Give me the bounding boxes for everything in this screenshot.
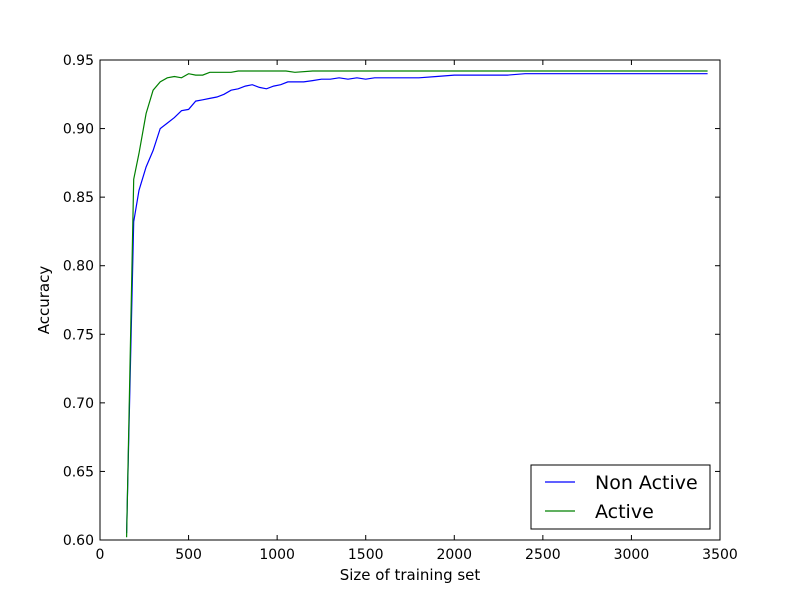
y-tick-label: 0.90 — [63, 122, 94, 138]
axis-ticks: 0 500 1000 1500 2000 2500 3000 3500 0.60 0.65 0.70… — [63, 53, 738, 563]
y-tick-label: 0.60 — [63, 533, 94, 549]
series-line-non-active — [126, 73, 708, 534]
x-tick-label: 1500 — [348, 547, 384, 563]
legend-box — [530, 464, 711, 530]
x-tick-label: 2000 — [436, 547, 472, 563]
legend-label-active: Active — [595, 501, 654, 523]
y-tick-label: 0.65 — [63, 464, 94, 480]
x-tick-label: 500 — [175, 547, 202, 563]
legend-label-non-active: Non Active — [595, 472, 698, 494]
y-tick-label: 0.75 — [63, 327, 94, 343]
y-tick-label: 0.70 — [63, 396, 94, 412]
x-tick-label: 3500 — [702, 547, 738, 563]
x-tick-label: 1000 — [259, 547, 295, 563]
legend: Non Active Active — [530, 464, 711, 530]
y-tick-label: 0.80 — [63, 259, 94, 275]
x-tick-label: 3000 — [614, 547, 650, 563]
x-tick-label: 2500 — [525, 547, 561, 563]
plot-frame — [99, 59, 721, 541]
y-tick-label: 0.95 — [63, 53, 94, 69]
series-line-active — [126, 70, 708, 538]
series-layer — [126, 70, 708, 538]
x-tick-label: 0 — [96, 547, 105, 563]
x-axis-label: Size of training set — [340, 566, 481, 584]
y-axis-label: Accuracy — [35, 266, 53, 335]
y-tick-label: 0.85 — [63, 190, 94, 206]
